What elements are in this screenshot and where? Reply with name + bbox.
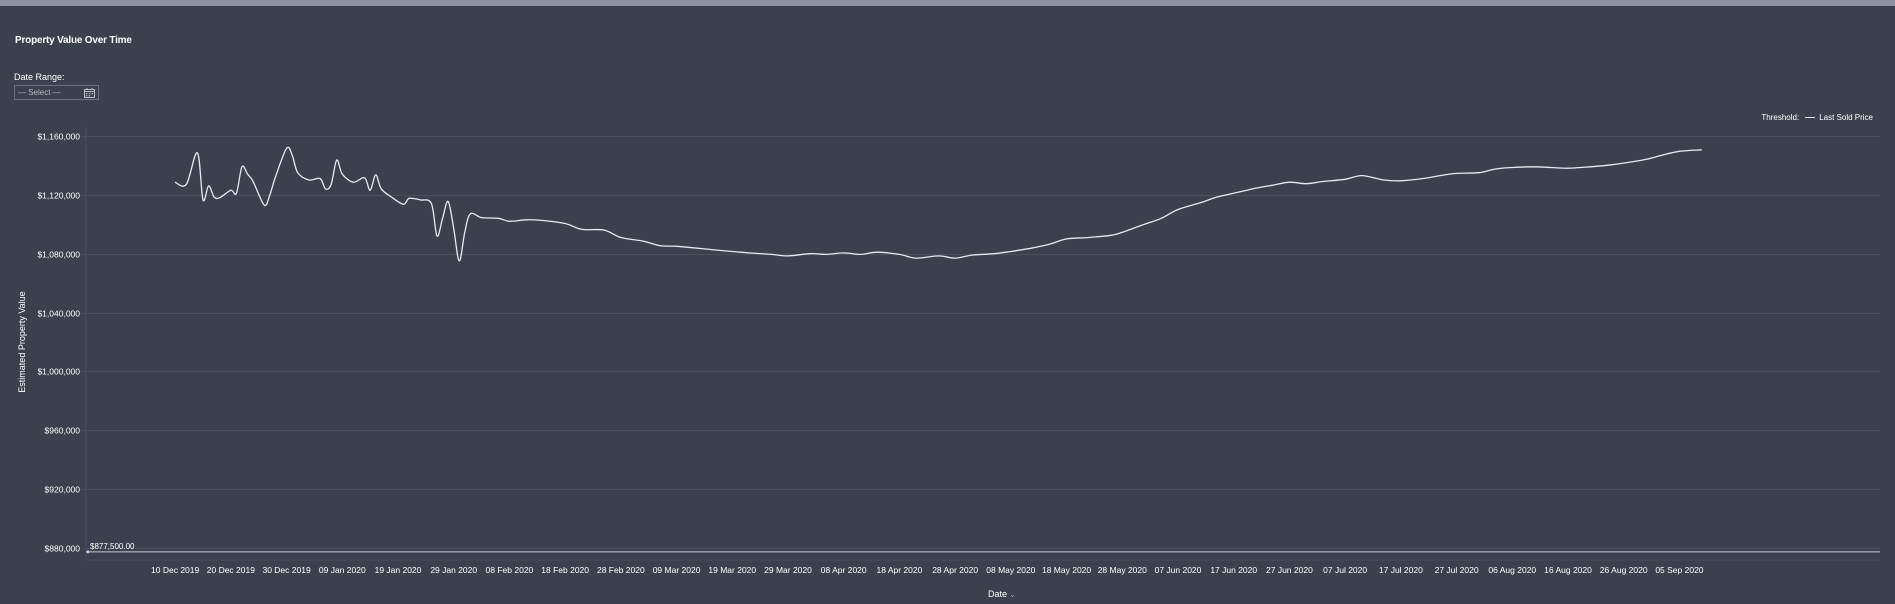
x-tick-label: 10 Dec 2019 bbox=[151, 565, 199, 575]
threshold-label: $877,500.00 bbox=[90, 542, 135, 551]
x-tick-label: 20 Dec 2019 bbox=[207, 565, 255, 575]
x-tick-label: 16 Aug 2020 bbox=[1544, 565, 1592, 575]
date-range-select[interactable]: — Select — bbox=[14, 85, 99, 100]
date-range-placeholder: — Select — bbox=[18, 88, 61, 97]
y-tick-label: $1,160,000 bbox=[37, 132, 80, 142]
legend-item-label: Last Sold Price bbox=[1819, 113, 1873, 122]
x-tick-label: 18 Feb 2020 bbox=[541, 565, 589, 575]
y-ticks: $880,000 $920,000 $960,000 $1,000,000 $1,040… bbox=[37, 132, 86, 554]
x-ticks: 10 Dec 2019 20 Dec 2019 30 Dec 2019 09 Jan … bbox=[151, 565, 1704, 575]
x-tick-label: 19 Mar 2020 bbox=[708, 565, 756, 575]
x-tick-label: 09 Jan 2020 bbox=[319, 565, 366, 575]
y-tick-label: $880,000 bbox=[45, 544, 81, 554]
sort-chevron-icon[interactable]: ⌄ bbox=[1009, 592, 1016, 599]
legend-item-last-sold-price[interactable]: Last Sold Price bbox=[1805, 113, 1873, 122]
x-tick-label: 07 Jun 2020 bbox=[1155, 565, 1202, 575]
chart-title: Property Value Over Time bbox=[15, 35, 132, 46]
x-tick-label: 27 Jun 2020 bbox=[1266, 565, 1313, 575]
x-axis-label[interactable]: Date ⌄ bbox=[988, 589, 1015, 599]
y-tick-label: $920,000 bbox=[45, 485, 81, 495]
x-tick-label: 28 Feb 2020 bbox=[597, 565, 645, 575]
x-tick-label: 18 Apr 2020 bbox=[876, 565, 922, 575]
date-range-label: Date Range: bbox=[14, 72, 65, 82]
x-tick-label: 29 Jan 2020 bbox=[430, 565, 477, 575]
x-tick-label: 17 Jul 2020 bbox=[1379, 565, 1423, 575]
legend-title: Threshold: bbox=[1761, 113, 1800, 122]
y-tick-label: $1,080,000 bbox=[37, 250, 80, 260]
legend-swatch bbox=[1805, 117, 1816, 119]
x-tick-label: 06 Aug 2020 bbox=[1488, 565, 1536, 575]
x-tick-label: 26 Aug 2020 bbox=[1600, 565, 1648, 575]
x-tick-label: 08 Feb 2020 bbox=[486, 565, 534, 575]
y-tick-label: $1,040,000 bbox=[37, 309, 80, 319]
chart-panel: Property Value Over Time Date Range: — S… bbox=[0, 6, 1895, 604]
calendar-icon[interactable] bbox=[84, 88, 95, 102]
top-border bbox=[0, 0, 1895, 6]
series-line bbox=[174, 146, 1702, 262]
x-tick-label: 30 Dec 2019 bbox=[262, 565, 310, 575]
x-tick-label: 17 Jun 2020 bbox=[1210, 565, 1257, 575]
y-tick-label: $1,120,000 bbox=[37, 191, 80, 201]
x-tick-label: 28 Apr 2020 bbox=[932, 565, 978, 575]
series-layer bbox=[174, 146, 1702, 262]
x-tick-label: 29 Mar 2020 bbox=[764, 565, 812, 575]
x-axis-label-text: Date bbox=[988, 589, 1008, 599]
x-tick-label: 05 Sep 2020 bbox=[1655, 565, 1703, 575]
x-tick-label: 09 Mar 2020 bbox=[653, 565, 701, 575]
axes bbox=[85, 127, 1880, 561]
y-tick-label: $1,000,000 bbox=[37, 367, 80, 377]
threshold-point bbox=[86, 550, 90, 554]
threshold-layer: $877,500.00 bbox=[86, 542, 1880, 554]
y-tick-label: $960,000 bbox=[45, 426, 81, 436]
x-tick-label: 18 May 2020 bbox=[1042, 565, 1091, 575]
x-tick-label: 07 Jul 2020 bbox=[1323, 565, 1367, 575]
x-tick-label: 19 Jan 2020 bbox=[375, 565, 422, 575]
x-tick-label: 28 May 2020 bbox=[1098, 565, 1147, 575]
x-tick-label: 08 Apr 2020 bbox=[821, 565, 867, 575]
x-tick-label: 27 Jul 2020 bbox=[1435, 565, 1479, 575]
x-tick-label: 08 May 2020 bbox=[986, 565, 1035, 575]
chart-legend: Threshold: Last Sold Price bbox=[1761, 113, 1873, 122]
grid-lines bbox=[86, 136, 1880, 549]
